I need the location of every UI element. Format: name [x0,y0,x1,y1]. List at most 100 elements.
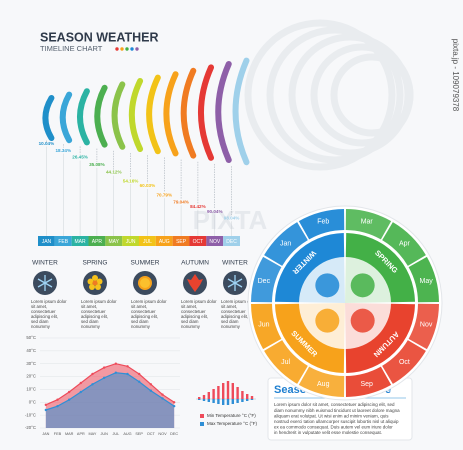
season-text: sed diam [81,319,99,324]
x-tick-label: MAY [89,432,97,436]
wheel-month-label: Sep [361,381,374,388]
season-name: WINTER [32,260,58,267]
month-cell [189,236,207,246]
season-icons [33,271,247,295]
season-text: adipiscing elit, [31,314,58,319]
timeline-value-label: 26.45% [72,155,88,160]
month-cell [122,236,139,246]
x-tick-label: MAR [65,432,74,436]
season-text: sed diam [221,319,239,324]
season-name: SPRING [83,260,108,267]
season-text: adipiscing elit, [181,314,208,319]
month-cell [155,236,173,246]
season-text: Lorem ipsum dolor [221,299,257,304]
mini-bar [246,394,249,399]
timeline-value-label: 84.42% [190,204,206,209]
season-text: sed diam [131,319,149,324]
point [56,398,59,401]
season-text: Lorem ipsum dolor [81,299,117,304]
mini-bar [236,399,239,403]
mini-bar [212,399,215,403]
timeline-value-label: 90.04% [207,209,223,214]
line [45,363,175,406]
mini-bar [236,387,239,399]
season-text: sit amet, [221,304,237,309]
decor-rings [244,19,414,171]
wheel-month-label: Oct [399,359,410,366]
month-label: SEP [176,239,187,245]
wheel-season-band [275,233,345,303]
point [172,404,176,408]
timeline-arc [59,91,73,144]
season-text: Lorem ipsum dolor [131,299,167,304]
timeline-arc [163,71,179,157]
paragraph-line: aliquam erat volutpat. Ut wisi enim ad m… [274,413,389,418]
y-tick-label: 10°C [26,387,36,392]
season-text: sed diam [31,319,49,324]
paragraph-line: diam nonummy nibh euismod tincidunt ut l… [274,408,400,413]
season-text: sit amet, [131,304,147,309]
season-text: sit amet, [31,304,47,309]
season-text: adipiscing elit, [131,314,158,319]
watermark: PIXTA [193,205,268,235]
mini-bar [226,399,230,405]
point [102,376,106,380]
season-text: nonummy [181,324,201,329]
x-tick-label: JUL [112,432,119,436]
legend-swatch [200,422,204,426]
wheel-month-segment [264,340,308,384]
timeline-arc [76,88,90,146]
wheel-month-segment [408,256,439,303]
month-cell [223,236,240,246]
y-tick-label: 50°C [26,335,36,340]
y-tick-label: -20°C [25,425,36,430]
timeline-value-label: 44.12% [106,170,122,175]
month-label: APR [92,239,103,245]
month-label: JAN [42,239,52,245]
season-text: nonummy [81,324,101,329]
season-text: nonummy [131,324,151,329]
point [137,372,141,376]
point [114,362,118,365]
month-cell [172,236,190,246]
point [79,390,83,394]
wheel-month-segment [382,340,426,384]
wheel-month-segment [298,209,345,240]
month-cell [71,236,89,246]
point [56,404,59,408]
timeline-arc [146,74,161,155]
wheel-rim [247,205,443,401]
wheel-month-segment [345,366,392,397]
timeline-value-label: 35.08% [89,162,105,167]
point [44,403,48,407]
wheel-month-segment [251,303,282,350]
y-tick-label: -10°C [25,412,36,417]
wheel-month-label: Aug [317,381,330,388]
season-name: AUTUMN [181,260,209,267]
timeline-value-label: 60.03% [140,183,156,188]
month-cell [139,236,156,246]
point [102,366,106,369]
wheel-month-label: Jul [281,359,290,366]
month-label: JUN [126,239,136,245]
point [91,383,94,386]
y-tick-label: 0°C [29,399,36,404]
wheel-season-icon [350,308,375,333]
season-text: sed diam [181,319,199,324]
season-text: nonummy [31,324,51,329]
season-text: sit amet, [81,304,97,309]
wheel-month-label: Nov [420,322,433,329]
month-label: MAY [109,239,120,245]
month-label: DEC [226,239,237,245]
wheel-month-segment [251,256,282,303]
wheel-season-band [345,303,415,373]
month-label: AUG [159,239,170,245]
wheel-season-icon [315,273,340,298]
timeline-value-label: 18.34% [55,148,71,153]
x-tick-label: JUN [100,432,108,436]
point [161,397,164,400]
season-text: adipiscing elit, [221,314,248,319]
season-text: Lorem ipsum dolor [181,299,217,304]
timeline-value-label: 98.04% [224,216,240,221]
